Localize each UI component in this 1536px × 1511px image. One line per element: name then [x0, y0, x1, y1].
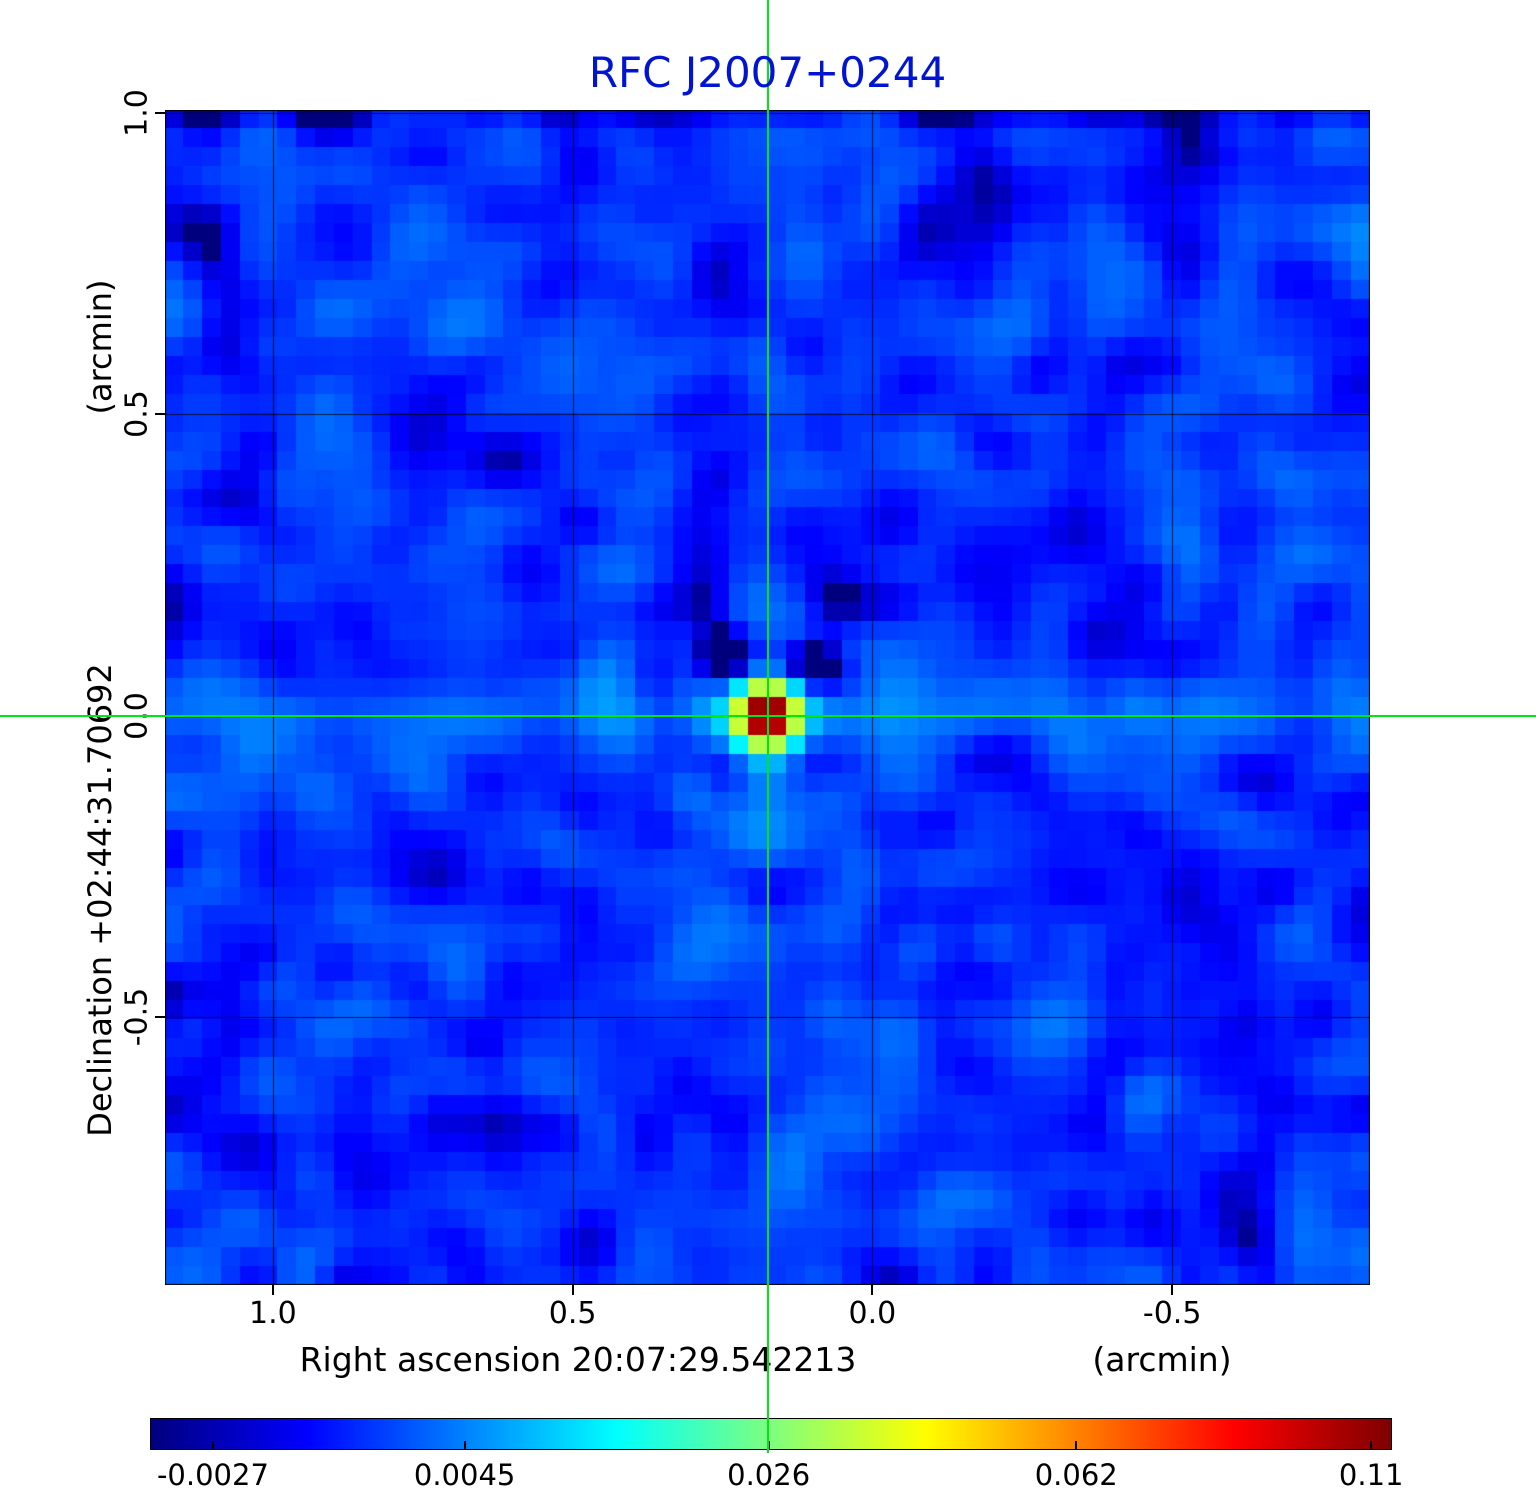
x-tick-mark	[571, 1285, 574, 1295]
y-axis-label: Declination +02:44:31.70692	[81, 663, 119, 1137]
x-tick-mark	[1171, 1285, 1174, 1295]
y-tick-mark	[155, 1015, 165, 1018]
y-axis-unit-label: (arcmin)	[81, 279, 119, 415]
x-axis-label: Right ascension 20:07:29.542213	[299, 1340, 857, 1379]
colorbar-tick-label: 0.062	[1034, 1458, 1118, 1492]
colorbar-tick-mark	[767, 1441, 770, 1450]
y-tick-label: 0.5	[119, 390, 155, 439]
x-tick-mark	[871, 1285, 874, 1295]
colorbar-tick-label: 0.0045	[413, 1458, 516, 1492]
colorbar	[150, 1418, 1392, 1450]
crosshair-vertical-line	[766, 0, 769, 1453]
colorbar-tick-mark	[463, 1441, 466, 1450]
y-tick-mark	[155, 413, 165, 416]
crosshair-horizontal-line	[0, 714, 1536, 717]
colorbar-tick-label: 0.026	[727, 1458, 811, 1492]
x-tick-label: 1.0	[249, 1296, 297, 1331]
y-tick-label: -0.5	[119, 987, 155, 1047]
x-tick-mark	[271, 1285, 274, 1295]
x-tick-label: 0.5	[548, 1296, 597, 1331]
y-tick-label: 1.0	[119, 89, 155, 137]
colorbar-tick-mark	[1075, 1441, 1078, 1450]
x-tick-label: 0.0	[848, 1296, 897, 1331]
colorbar-tick-label: 0.11	[1338, 1458, 1404, 1492]
x-tick-label: -0.5	[1142, 1296, 1202, 1331]
colorbar-tick-mark	[1370, 1441, 1373, 1450]
colorbar-tick-label: -0.0027	[156, 1458, 269, 1492]
x-axis-unit-label: (arcmin)	[1092, 1340, 1232, 1379]
colorbar-tick-mark	[211, 1441, 214, 1450]
y-tick-mark	[155, 112, 165, 114]
figure-title: RFC J2007+0244	[588, 48, 947, 97]
